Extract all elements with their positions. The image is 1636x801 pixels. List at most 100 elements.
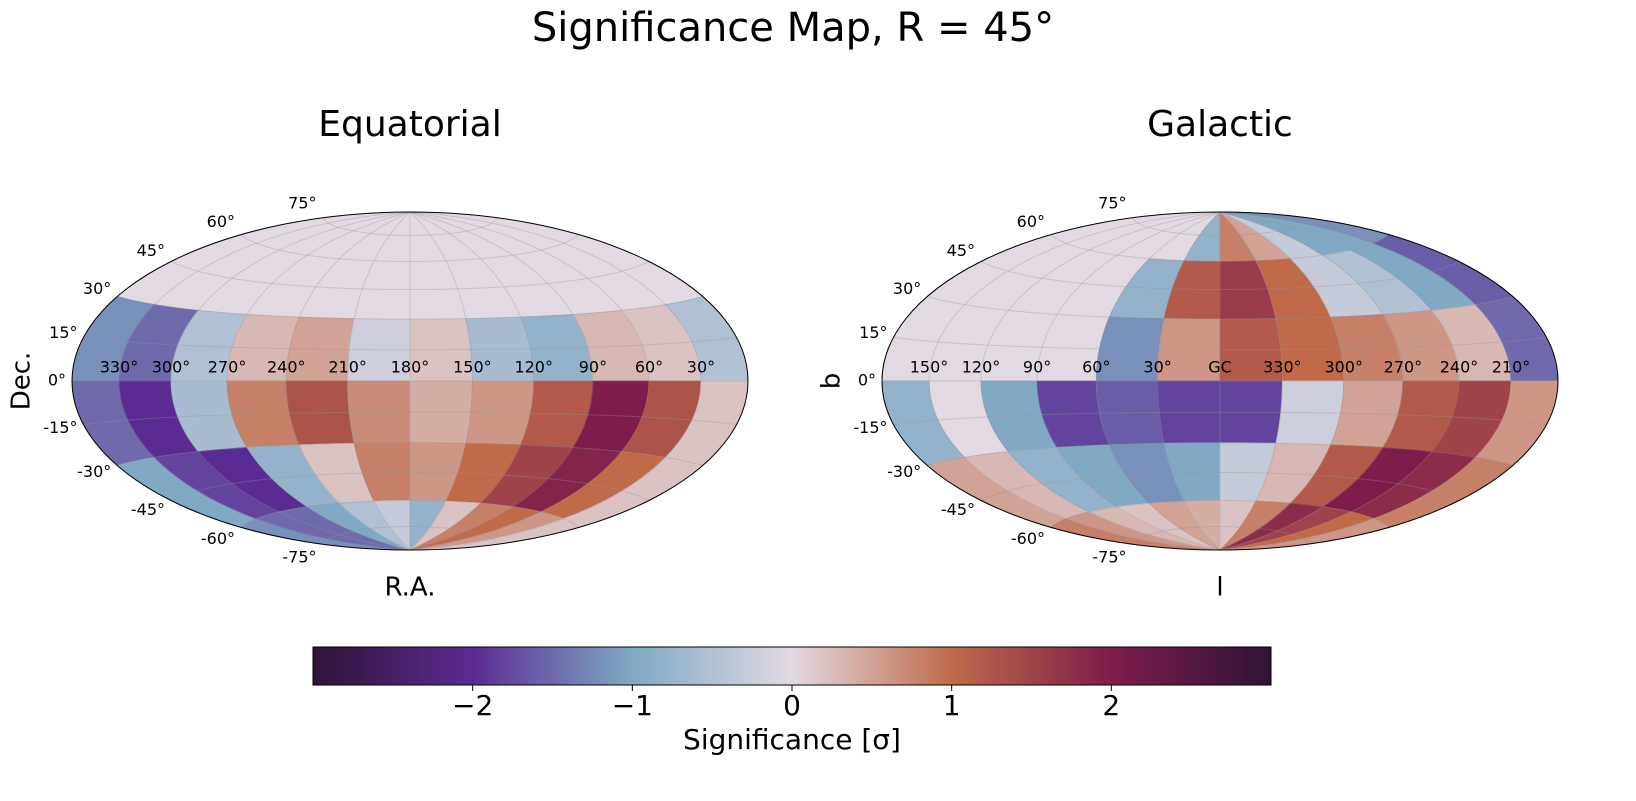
grid-line: [118, 211, 411, 551]
x-tick-label: 300°: [152, 358, 191, 377]
y-tick-label: 45°: [947, 241, 975, 260]
grid-line: [409, 211, 535, 551]
colorbar: [312, 646, 1272, 686]
grid-line: [1050, 499, 1390, 528]
colorbar-tick-label: 2: [1102, 689, 1120, 722]
grid-line: [240, 499, 580, 528]
grid-line: [322, 525, 498, 545]
x-tick-label: 150°: [453, 358, 492, 377]
grid-line: [347, 211, 411, 551]
x-tick-label: GC: [1208, 358, 1232, 377]
map: [881, 211, 1559, 551]
x-tick-label: 240°: [1440, 358, 1479, 377]
grid-line: [893, 336, 1547, 351]
grid-line: [240, 234, 580, 263]
x-tick-label: 120°: [514, 358, 553, 377]
y-axis-label: Dec.: [7, 352, 37, 411]
x-tick-label: 210°: [1492, 358, 1531, 377]
y-tick-label: 75°: [1098, 194, 1126, 213]
x-tick-label: 270°: [1384, 358, 1423, 377]
y-tick-label: 60°: [207, 212, 235, 231]
grid-line: [927, 296, 1513, 320]
x-tick-label: 30°: [687, 358, 715, 377]
x-tick-label: 90°: [1023, 358, 1051, 377]
grid-line: [170, 261, 650, 291]
y-tick-label: 15°: [49, 323, 77, 342]
grid-line: [170, 211, 411, 551]
colorbar-tick-label: −2: [452, 689, 493, 722]
y-tick-label: 0°: [48, 371, 66, 390]
grid-line: [980, 471, 1460, 501]
y-tick-label: -45°: [131, 500, 165, 519]
y-tick-label: -30°: [77, 462, 111, 481]
grid-line: [117, 296, 703, 320]
y-tick-label: 60°: [1017, 212, 1045, 231]
grid-line: [409, 211, 473, 551]
x-tick-label: 90°: [579, 358, 607, 377]
grid-line: [927, 442, 1513, 466]
grid-line: [893, 411, 1547, 426]
colorbar-label: Significance [σ]: [683, 723, 901, 756]
map-border: [71, 211, 749, 551]
y-tick-label: 30°: [83, 279, 111, 298]
grid-line: [226, 211, 411, 551]
grid-line: [1219, 211, 1283, 551]
colorbar-tick-label: 0: [783, 689, 801, 722]
grid-line: [1132, 217, 1308, 237]
x-axis-label: R.A.: [385, 573, 436, 603]
x-tick-label: 180°: [391, 358, 430, 377]
y-tick-label: -60°: [201, 529, 235, 548]
grid-line: [83, 411, 737, 426]
x-axis-label: l: [1216, 573, 1223, 603]
y-tick-label: 30°: [893, 279, 921, 298]
grid-line: [83, 336, 737, 351]
y-tick-label: -15°: [43, 418, 77, 437]
map-border: [881, 211, 1559, 551]
x-tick-label: 120°: [962, 358, 1001, 377]
grid-line: [117, 442, 703, 466]
grid-line: [1219, 211, 1512, 551]
grid-line: [1132, 525, 1308, 545]
colorbar-tick-label: −1: [612, 689, 653, 722]
x-tick-label: 330°: [1263, 358, 1302, 377]
grid-line: [980, 261, 1460, 291]
y-tick-label: -30°: [887, 462, 921, 481]
grid-line: [285, 211, 411, 551]
map: [71, 211, 749, 551]
x-tick-label: 150°: [910, 358, 949, 377]
subplot-title: Galactic: [1147, 104, 1293, 145]
y-tick-label: -60°: [1011, 529, 1045, 548]
grid-line: [1219, 211, 1460, 551]
grid-line: [1095, 211, 1221, 551]
grid-line: [322, 217, 498, 237]
grid-line: [1036, 211, 1221, 551]
y-tick-label: -75°: [282, 547, 316, 566]
y-tick-label: 45°: [137, 241, 165, 260]
x-tick-label: 330°: [100, 358, 139, 377]
grid-line: [1157, 211, 1221, 551]
x-tick-label: 60°: [1082, 358, 1110, 377]
y-tick-label: -75°: [1092, 547, 1126, 566]
y-tick-label: 0°: [858, 371, 876, 390]
x-tick-label: 60°: [635, 358, 663, 377]
x-tick-label: 270°: [208, 358, 247, 377]
figure-title: Significance Map, R = 45°: [532, 5, 1054, 51]
y-axis-label: b: [817, 373, 847, 390]
colorbar-tick-label: 1: [943, 689, 961, 722]
grid-line: [1219, 211, 1404, 551]
grid-line: [1050, 234, 1390, 263]
x-tick-label: 30°: [1143, 358, 1171, 377]
y-tick-label: 15°: [859, 323, 887, 342]
x-tick-label: 210°: [328, 358, 367, 377]
grid-line: [170, 471, 650, 501]
grid-line: [1219, 211, 1345, 551]
subplot-title: Equatorial: [318, 104, 501, 145]
x-tick-label: 300°: [1324, 358, 1363, 377]
grid-line: [409, 211, 650, 551]
grid-line: [928, 211, 1221, 551]
grid-line: [409, 211, 594, 551]
x-tick-label: 240°: [267, 358, 306, 377]
grid-line: [409, 211, 702, 551]
